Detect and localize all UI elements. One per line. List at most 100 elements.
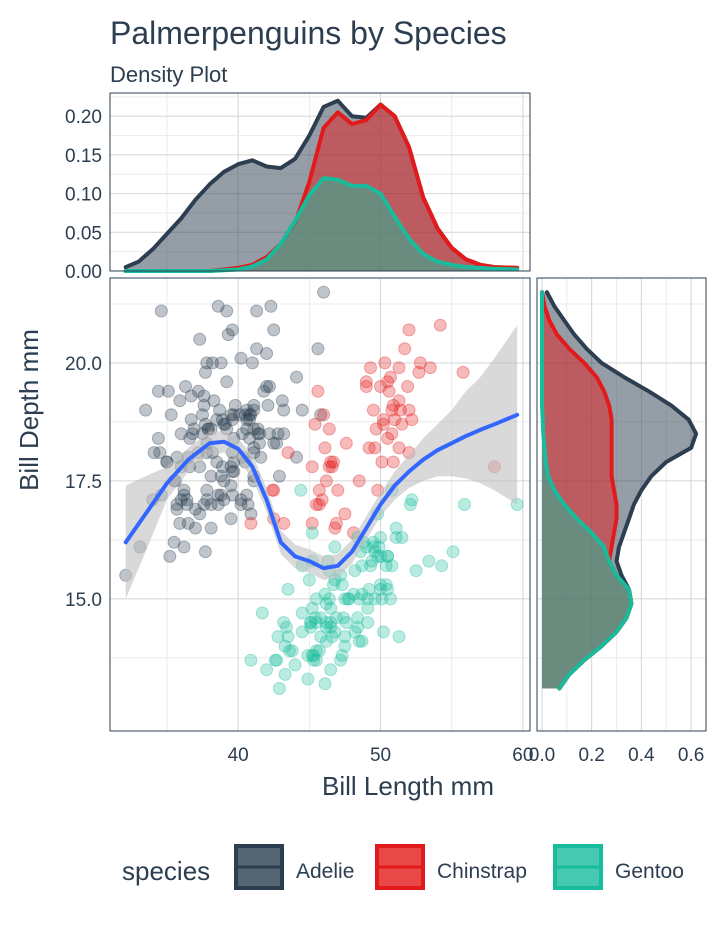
data-point xyxy=(386,398,400,412)
data-point xyxy=(198,365,212,379)
data-point xyxy=(227,408,241,422)
data-point xyxy=(278,639,292,653)
y-tick-label-17-5: 17.5 xyxy=(65,472,102,493)
data-point xyxy=(314,611,328,625)
data-point xyxy=(184,389,198,403)
data-point xyxy=(352,634,366,648)
top-y-tick-label-0-15: 0.15 xyxy=(65,146,102,167)
data-point xyxy=(456,365,470,379)
top-y-tick-label-0-10: 0.10 xyxy=(65,185,102,206)
data-point xyxy=(342,592,356,606)
right-density-panel: 0.0 0.2 0.4 0.6 xyxy=(529,277,707,766)
data-point xyxy=(188,521,202,535)
data-point xyxy=(244,516,258,530)
data-point xyxy=(381,549,395,563)
data-point xyxy=(170,498,184,511)
data-point xyxy=(305,460,319,474)
data-point xyxy=(335,578,349,592)
data-point xyxy=(191,384,205,398)
data-point xyxy=(365,554,379,568)
data-point xyxy=(233,408,247,422)
data-point xyxy=(305,649,319,662)
data-point xyxy=(369,422,383,436)
data-point xyxy=(389,521,403,535)
top-y-tick-label-0-00: 0.00 xyxy=(65,262,102,283)
data-point xyxy=(241,498,255,511)
data-point xyxy=(389,531,403,544)
data-point xyxy=(362,441,376,455)
data-point xyxy=(324,601,338,615)
data-point xyxy=(250,342,264,356)
data-point xyxy=(405,493,419,507)
right-x-tick-label-0-4: 0.4 xyxy=(628,745,655,766)
data-point xyxy=(224,479,238,493)
data-point xyxy=(186,427,200,441)
data-point xyxy=(366,403,380,417)
data-point xyxy=(351,620,365,634)
data-point xyxy=(271,427,285,441)
data-point xyxy=(338,592,352,606)
data-point xyxy=(338,630,352,644)
data-point xyxy=(311,384,325,398)
data-point xyxy=(374,582,387,596)
data-point xyxy=(290,370,303,384)
data-point xyxy=(211,299,225,313)
data-point xyxy=(181,516,195,530)
data-point xyxy=(413,356,427,370)
data-point xyxy=(392,394,406,408)
legend-title: species xyxy=(122,856,210,886)
data-point xyxy=(361,616,375,629)
data-point xyxy=(251,422,265,436)
data-point xyxy=(364,361,377,375)
data-point xyxy=(381,582,395,596)
smooth-confidence-ribbon xyxy=(125,325,518,599)
data-point xyxy=(270,436,284,450)
data-point xyxy=(288,658,302,672)
data-point xyxy=(361,601,375,615)
data-point xyxy=(167,535,181,549)
data-point xyxy=(312,498,326,511)
data-point xyxy=(294,483,308,497)
data-point xyxy=(210,455,224,469)
data-point xyxy=(177,540,191,554)
data-point xyxy=(225,488,239,502)
data-point xyxy=(331,483,345,497)
data-point xyxy=(263,427,276,441)
data-point xyxy=(267,323,281,337)
data-point xyxy=(374,549,387,563)
data-point xyxy=(337,611,350,625)
data-point xyxy=(247,422,261,436)
scatter-border xyxy=(109,277,531,732)
data-point xyxy=(217,417,231,431)
data-point xyxy=(174,427,188,441)
data-point xyxy=(240,422,254,436)
data-point xyxy=(214,488,228,502)
data-point xyxy=(213,403,227,417)
data-point xyxy=(381,549,395,563)
data-point xyxy=(193,332,207,346)
data-point xyxy=(319,597,333,611)
data-point xyxy=(381,375,395,389)
data-point xyxy=(197,398,211,412)
data-point xyxy=(319,474,333,488)
data-point xyxy=(385,403,399,417)
data-point xyxy=(151,384,165,398)
data-point xyxy=(214,469,228,483)
data-point xyxy=(312,644,326,658)
x-tick-label-60: 60 xyxy=(512,745,533,766)
data-point xyxy=(302,573,316,587)
data-point xyxy=(322,422,336,436)
data-point xyxy=(385,559,399,573)
data-point xyxy=(238,408,252,422)
data-point xyxy=(398,342,412,356)
data-point xyxy=(268,653,282,667)
data-point xyxy=(290,450,303,464)
data-point xyxy=(309,653,323,667)
data-point xyxy=(435,559,449,573)
data-point xyxy=(339,436,353,450)
data-point xyxy=(281,630,295,644)
data-point xyxy=(307,653,321,667)
data-point xyxy=(458,498,471,511)
